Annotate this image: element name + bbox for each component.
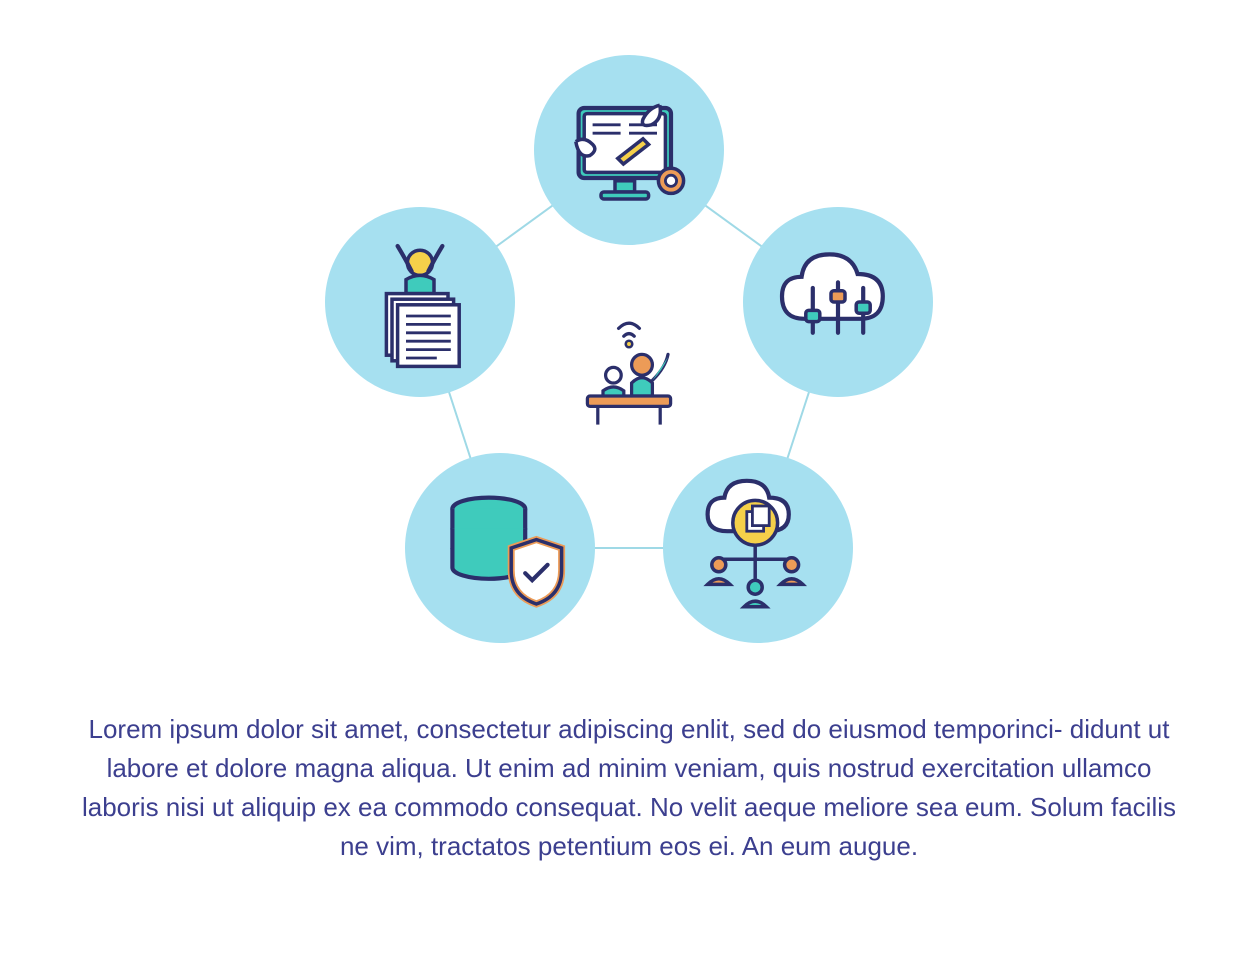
cloud-sharing-icon <box>663 453 853 643</box>
database-shield-icon <box>405 453 595 643</box>
document-signing-icon <box>534 55 724 245</box>
radial-diagram <box>309 60 949 680</box>
cloud-settings-icon <box>743 207 933 397</box>
remote-learning-icon <box>544 285 714 455</box>
caption-text: Lorem ipsum dolor sit amet, consectetur … <box>79 710 1179 866</box>
paperwork-stress-icon <box>325 207 515 397</box>
